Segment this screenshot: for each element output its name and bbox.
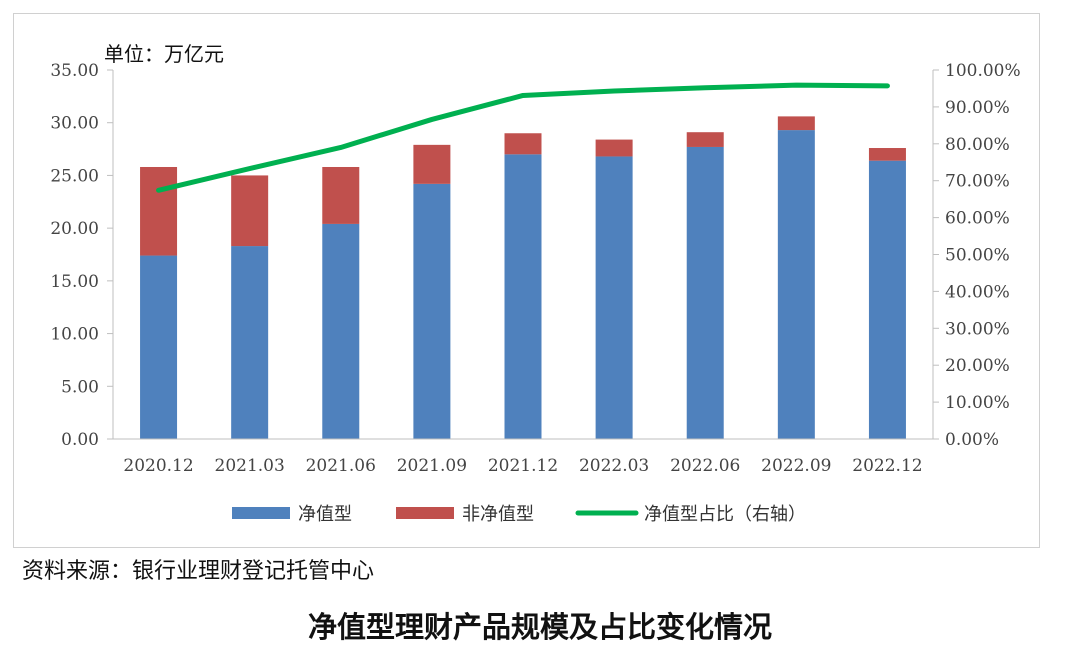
bar-non-nav: [686, 132, 724, 147]
legend-swatch: [396, 507, 454, 519]
bar-non-nav: [322, 166, 360, 224]
x-tick-label: 2020.12: [123, 456, 193, 476]
right-tick-label: 90.00%: [945, 98, 1010, 118]
chart: 单位：万亿元 0.00 5.00 10.00 15.00 20.00 25.00 30.00…: [50, 42, 1021, 525]
legend-swatch: [232, 507, 290, 519]
bar-non-nav: [595, 139, 633, 157]
right-tick-label: 20.00%: [945, 356, 1010, 376]
bar-nav: [140, 255, 178, 439]
x-tick-label: 2021.03: [215, 456, 285, 476]
x-tick-label: 2022.09: [761, 456, 831, 476]
bar-nav: [231, 246, 269, 439]
right-tick-label: 10.00%: [945, 393, 1010, 413]
right-tick-label: 80.00%: [945, 135, 1010, 155]
bar-non-nav: [231, 175, 269, 247]
right-tick-label: 60.00%: [945, 209, 1010, 229]
left-tick-label: 20.00: [50, 219, 99, 239]
bar-non-nav: [140, 166, 178, 256]
x-tick-label: 2022.03: [579, 456, 649, 476]
right-tick-label: 70.00%: [945, 172, 1010, 192]
right-tick-label: 40.00%: [945, 282, 1010, 302]
bar-nav: [322, 223, 360, 439]
x-tick-label: 2021.09: [397, 456, 467, 476]
legend-label: 非净值型: [462, 504, 534, 525]
bar-nav: [504, 154, 542, 440]
x-tick-label: 2022.06: [670, 456, 740, 476]
x-tick-label: 2022.12: [852, 456, 922, 476]
bar-non-nav: [868, 148, 906, 161]
right-tick-label: 30.00%: [945, 319, 1010, 339]
bar-nav: [595, 156, 633, 440]
bar-nav: [868, 160, 906, 439]
left-tick-label: 30.00: [50, 114, 99, 134]
legend-label: 净值型占比（右轴）: [644, 504, 806, 525]
ratio-line: [156, 82, 890, 193]
x-tick-label: 2021.06: [306, 456, 376, 476]
unit-label: 单位：万亿元: [104, 42, 224, 66]
bar-non-nav: [504, 133, 542, 155]
left-tick-label: 10.00: [50, 325, 99, 345]
left-tick-label: 15.00: [50, 272, 99, 292]
left-tick-label: 0.00: [61, 430, 99, 450]
bar-nav: [686, 146, 724, 439]
right-tick-label: 50.00%: [945, 246, 1010, 266]
left-tick-label: 5.00: [61, 377, 99, 397]
source-note: 资料来源：银行业理财登记托管中心: [22, 559, 375, 584]
figure-caption: 净值型理财产品规模及占比变化情况: [307, 610, 772, 644]
left-tick-label: 25.00: [50, 166, 99, 186]
bar-non-nav: [413, 144, 451, 184]
x-tick-label: 2021.12: [488, 456, 558, 476]
bar-nav: [413, 183, 451, 439]
bar-non-nav: [777, 116, 815, 131]
legend-label: 净值型: [298, 504, 352, 525]
left-tick-label: 35.00: [50, 61, 99, 81]
right-tick-label: 100.00%: [945, 61, 1021, 81]
right-tick-label: 0.00%: [945, 430, 999, 450]
bar-nav: [777, 130, 815, 439]
